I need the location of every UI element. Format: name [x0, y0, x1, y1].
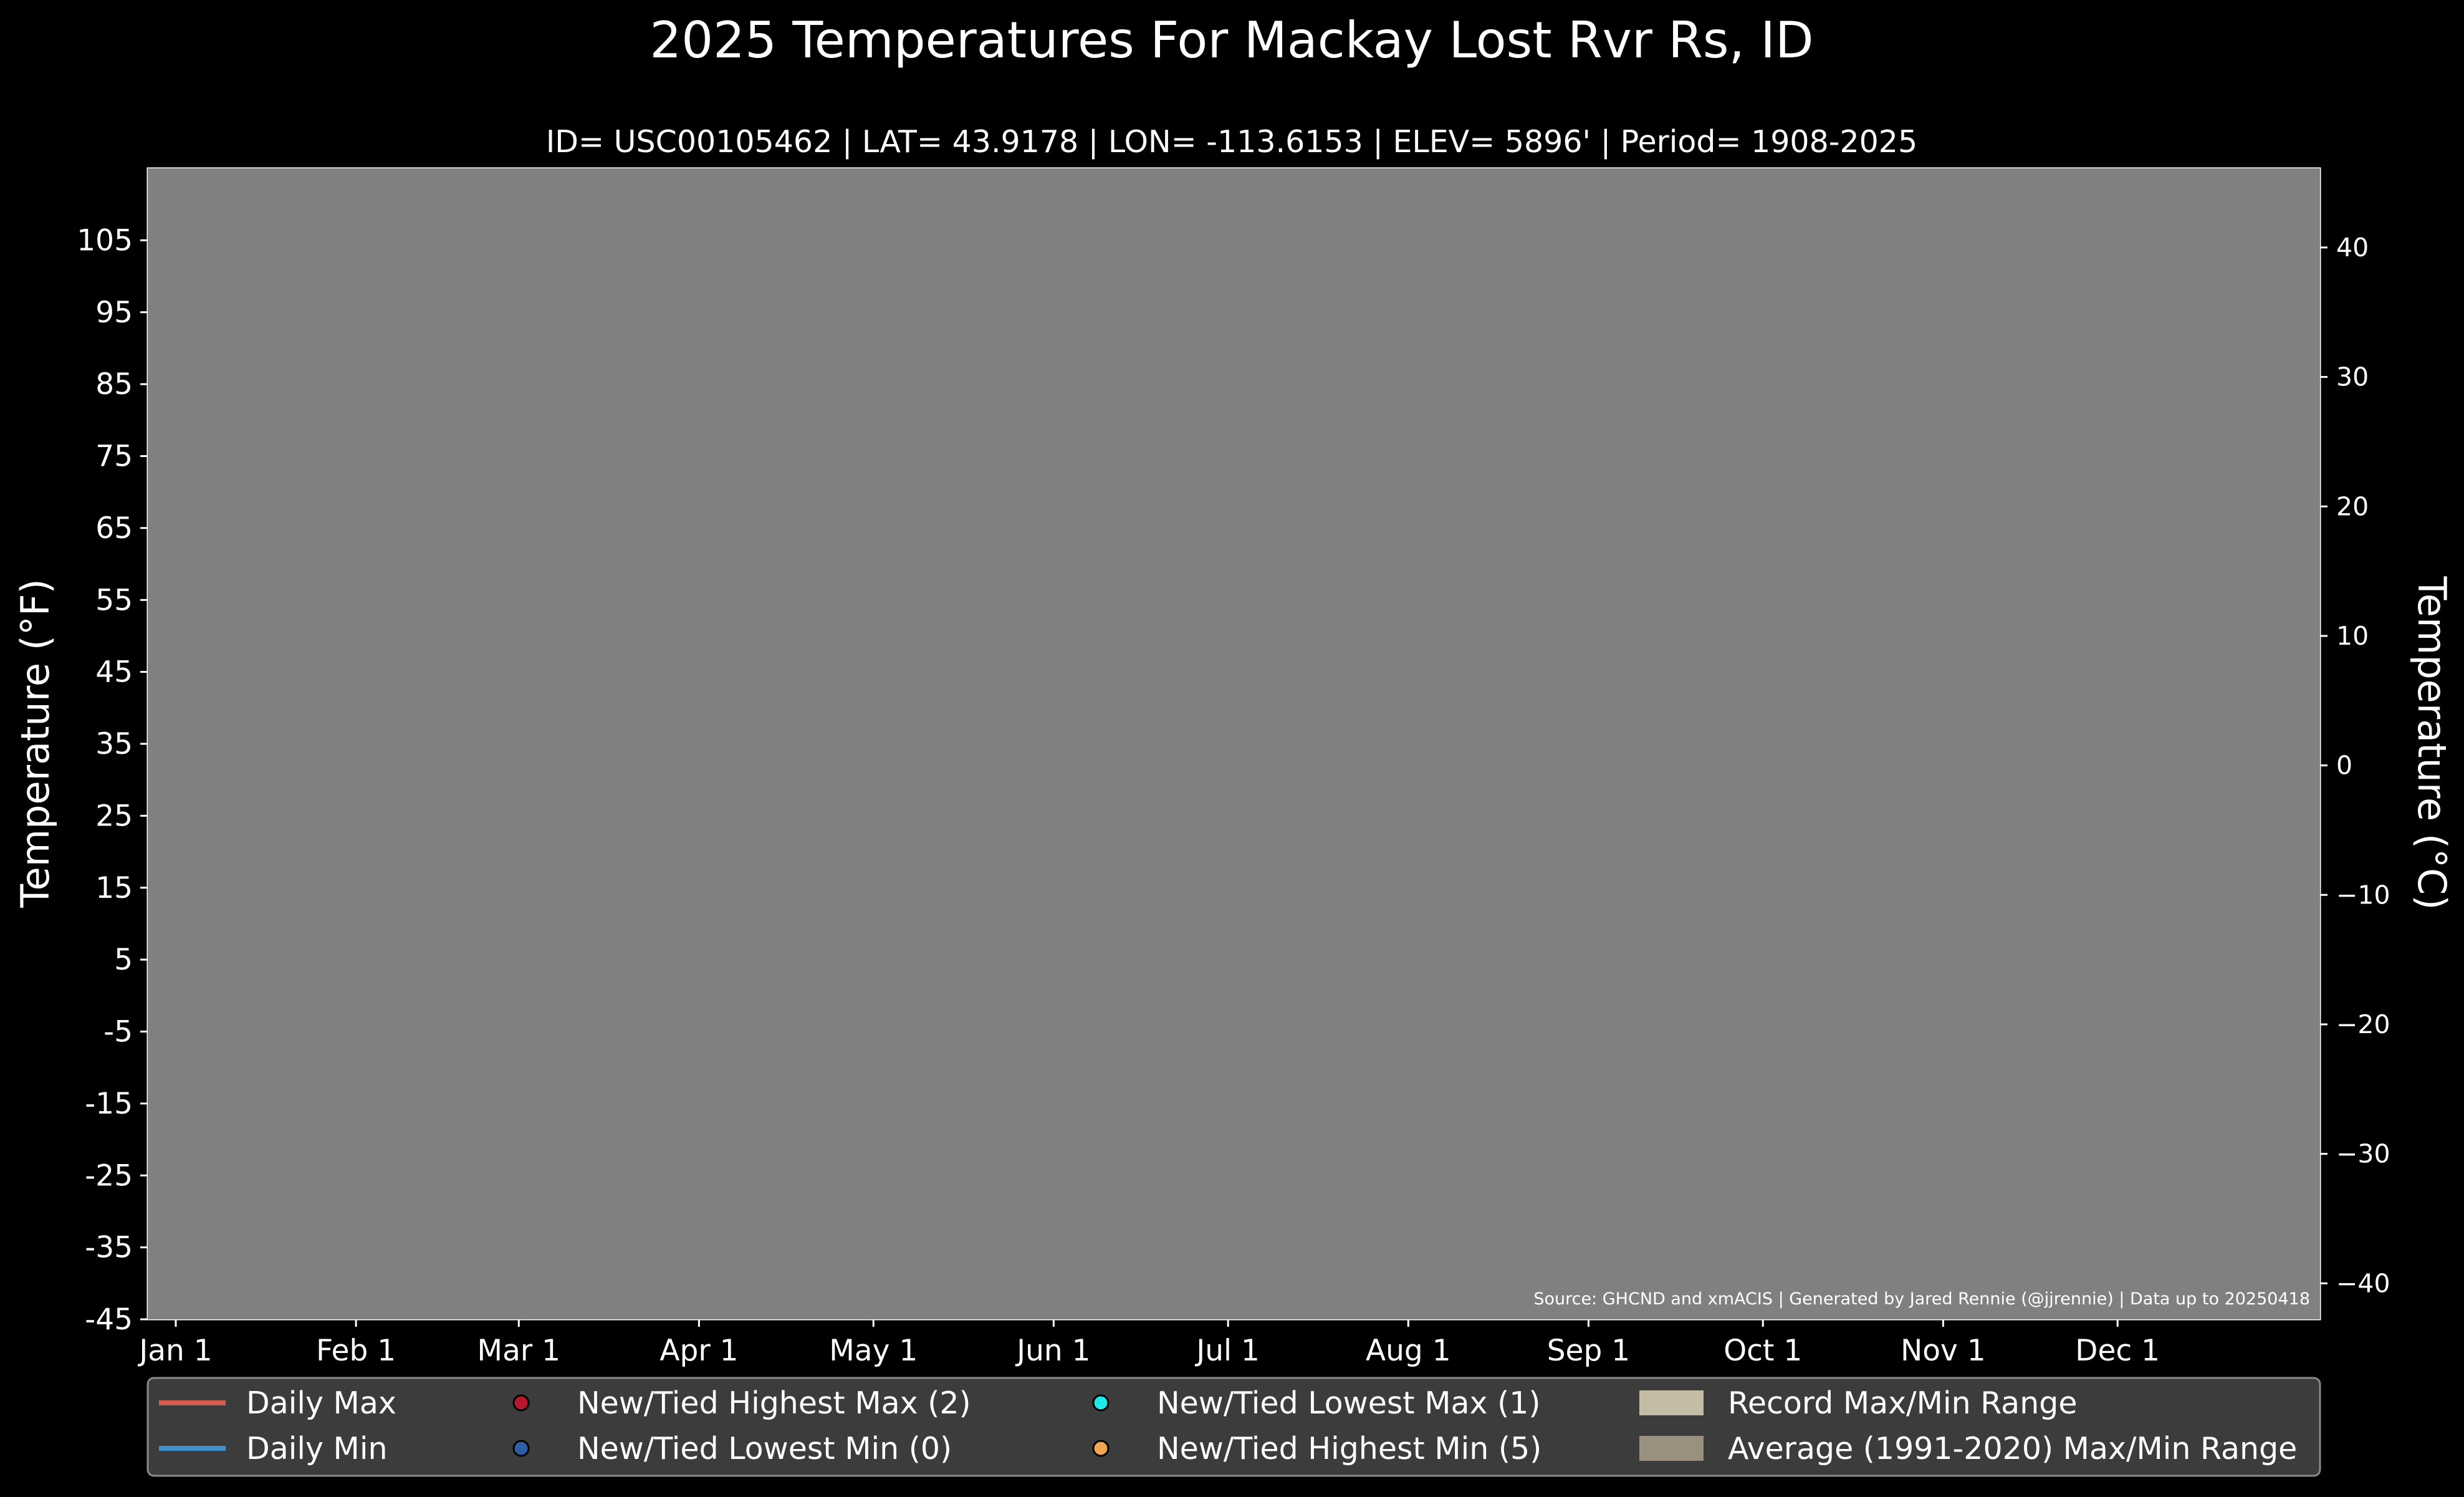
x-tick-label: Jun 1: [1015, 1334, 1090, 1368]
legend-lowest-max: New/Tied Lowest Max (1): [1157, 1385, 1541, 1421]
legend-daily-min: Daily Min: [246, 1431, 388, 1466]
y-tick-label-right: −40: [2336, 1268, 2390, 1298]
legend-record-range-swatch: [1639, 1390, 1704, 1415]
y-tick-label: 5: [114, 943, 133, 977]
legend-lowest-min-marker: [512, 1440, 530, 1457]
x-tick-label: Feb 1: [316, 1334, 396, 1368]
legend-box: [146, 1377, 2321, 1477]
x-tick-label: Jan 1: [137, 1334, 212, 1368]
legend-normal-range: Average (1991-2020) Max/Min Range: [1728, 1431, 2297, 1466]
x-axis: Jan 1 Feb 1 Mar 1 Apr 1 May 1 Jun 1 Jul 1 Aug 1…: [137, 1319, 2160, 1368]
y-tick-label: 75: [95, 440, 133, 474]
y-tick-label: 105: [77, 223, 133, 258]
y-tick-label-right: −10: [2336, 880, 2390, 910]
chart-title: 2025 Temperatures For Mackay Lost Rvr Rs…: [650, 11, 1813, 69]
y-axis-label-right: Temperature (°C): [2409, 575, 2455, 910]
legend-highest-max: New/Tied Highest Max (2): [577, 1385, 971, 1421]
y-tick-label: 35: [95, 727, 133, 761]
y-tick-label-right: −30: [2336, 1139, 2390, 1169]
y-tick-label-right: 40: [2336, 233, 2369, 262]
y-tick-label: 25: [95, 799, 133, 833]
x-tick-label: Aug 1: [1366, 1334, 1451, 1368]
y-tick-label: -15: [85, 1087, 133, 1121]
x-tick-label: Sep 1: [1547, 1334, 1630, 1368]
y-tick-label: -5: [103, 1015, 133, 1049]
x-tick-label: Dec 1: [2075, 1334, 2160, 1368]
y-tick-label: 55: [95, 583, 133, 617]
chart-subtitle: ID= USC00105462 | LAT= 43.9178 | LON= -1…: [546, 124, 1917, 160]
legend-lowest-min: New/Tied Lowest Min (0): [577, 1431, 952, 1466]
plot-area: [146, 167, 2321, 1321]
x-tick-label: Nov 1: [1901, 1334, 1986, 1368]
legend-highest-max-marker: [512, 1394, 530, 1412]
legend-highest-min-marker: [1092, 1440, 1110, 1457]
y-tick-label: 65: [95, 511, 133, 546]
y-tick-label-right: 20: [2336, 491, 2369, 521]
y-axis-left: -45 -35 -25 -15 -5 5 15 25 35 45 55 65 75 85 95 105: [77, 223, 148, 1337]
x-tick-label: May 1: [829, 1334, 918, 1368]
y-tick-label: 45: [95, 655, 133, 690]
x-tick-label: Apr 1: [659, 1334, 738, 1368]
y-tick-label: -35: [85, 1231, 133, 1265]
y-tick-label-right: −20: [2336, 1009, 2390, 1039]
y-tick-label: -25: [85, 1158, 133, 1193]
legend-lowest-max-marker: [1092, 1394, 1110, 1412]
x-tick-label: Jul 1: [1194, 1334, 1260, 1368]
y-tick-label: 85: [95, 367, 133, 402]
source-note: Source: GHCND and xmACIS | Generated by …: [1533, 1289, 2310, 1309]
legend-highest-min: New/Tied Highest Min (5): [1157, 1431, 1541, 1466]
legend-record-range: Record Max/Min Range: [1728, 1385, 2078, 1421]
y-tick-label: -45: [85, 1302, 133, 1337]
x-tick-label: Mar 1: [477, 1334, 561, 1368]
y-axis-label-left: Temperature (°F): [12, 579, 58, 908]
y-axis-right: −40 −30 −20 −10 0 10 20 30 40: [2320, 233, 2390, 1298]
y-tick-label-right: 10: [2336, 621, 2369, 651]
legend-daily-max: Daily Max: [246, 1385, 396, 1421]
y-tick-label: 95: [95, 296, 133, 330]
x-tick-label: Oct 1: [1723, 1334, 1802, 1368]
y-tick-label: 15: [95, 871, 133, 905]
y-tick-label-right: 30: [2336, 362, 2369, 392]
legend: Daily Max Daily Min New/Tied Highest Max…: [146, 1377, 2321, 1477]
y-tick-label-right: 0: [2336, 751, 2352, 781]
legend-normal-range-swatch: [1639, 1436, 1704, 1461]
